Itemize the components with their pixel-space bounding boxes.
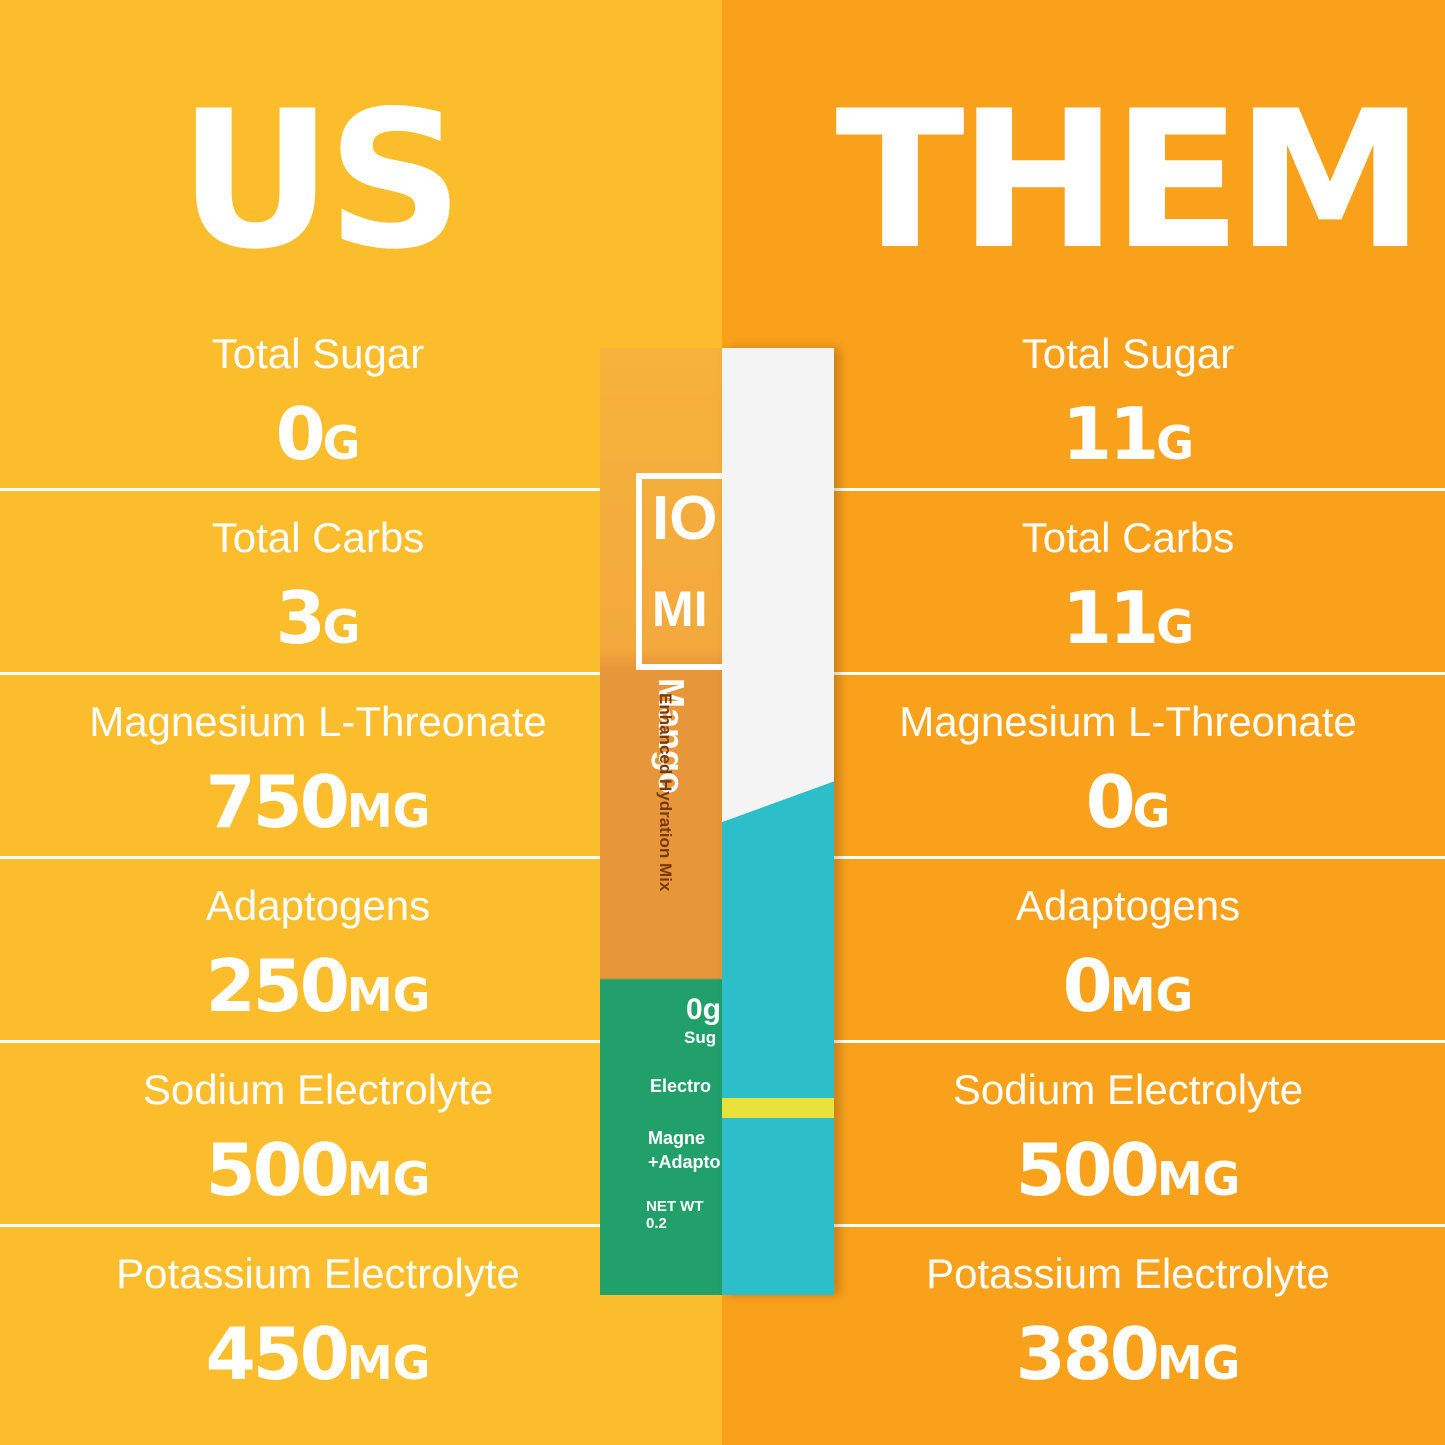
row-label: Adaptogens bbox=[1015, 882, 1241, 929]
net-weight: NET WT 0.2 bbox=[646, 1198, 704, 1232]
row-value: 11G bbox=[722, 392, 1445, 476]
row-label: Sodium Electrolyte bbox=[142, 1066, 494, 1113]
row-value: 500MG bbox=[722, 1128, 1445, 1212]
unit: MG bbox=[1156, 1336, 1241, 1390]
unit: MG bbox=[346, 784, 431, 838]
divider bbox=[830, 672, 1445, 675]
feature: Magne bbox=[648, 1128, 706, 1148]
divider bbox=[830, 856, 1445, 859]
them-title: THEM bbox=[835, 70, 1424, 291]
divider bbox=[830, 1040, 1445, 1043]
amount: 11 bbox=[1062, 576, 1159, 660]
amount: 250 bbox=[205, 944, 350, 1028]
divider bbox=[830, 488, 1445, 491]
unit: G bbox=[1132, 784, 1171, 838]
unit: MG bbox=[346, 1152, 431, 1206]
row-value: 3G bbox=[0, 576, 636, 660]
row-label: Magnesium L-Threonate bbox=[899, 698, 1357, 745]
divider bbox=[0, 856, 600, 859]
amount: 450 bbox=[205, 1312, 350, 1396]
stripe bbox=[722, 1098, 834, 1118]
row-value: 0G bbox=[0, 392, 636, 476]
row-value: 0G bbox=[722, 760, 1445, 844]
row-label: Magnesium L-Threonate bbox=[89, 698, 547, 745]
divider bbox=[0, 672, 600, 675]
row-value: 11G bbox=[722, 576, 1445, 660]
row-label: Total Sugar bbox=[211, 330, 425, 377]
amount: 500 bbox=[1015, 1128, 1160, 1212]
logo-frame bbox=[636, 473, 722, 670]
badge-label: Sug bbox=[684, 1028, 717, 1047]
amount: 0 bbox=[275, 392, 326, 476]
unit: G bbox=[1156, 416, 1194, 470]
row-label: Total Carbs bbox=[1021, 514, 1235, 561]
divider bbox=[0, 1040, 600, 1043]
packet-front: IO MI Mango Enhanced Hydration Mix 0g Su… bbox=[600, 348, 722, 1295]
amount: 0 bbox=[1085, 760, 1136, 844]
them-panel: THEM Total Sugar 11G Total Carbs 11G Magnesi… bbox=[722, 0, 1445, 1445]
subtitle: Enhanced Hydration Mix bbox=[656, 693, 675, 892]
logo-bottom: MI bbox=[652, 581, 708, 637]
unit: MG bbox=[1109, 968, 1194, 1022]
us-title: US bbox=[178, 70, 463, 291]
logo-top: IO bbox=[652, 484, 718, 553]
divider bbox=[0, 1224, 600, 1227]
row-label: Sodium Electrolyte bbox=[952, 1066, 1304, 1113]
divider bbox=[0, 488, 600, 491]
amount: 750 bbox=[205, 760, 350, 844]
unit: G bbox=[322, 600, 361, 654]
badge-amount: 0g bbox=[686, 993, 722, 1026]
divider bbox=[830, 1224, 1445, 1227]
feature: +Adapto bbox=[648, 1152, 721, 1172]
unit: MG bbox=[346, 1336, 431, 1390]
flavor: Mango bbox=[651, 678, 692, 794]
row-value: 450MG bbox=[0, 1312, 636, 1396]
amount: 11 bbox=[1062, 392, 1159, 476]
row-value: 500MG bbox=[0, 1128, 636, 1212]
amount: 3 bbox=[275, 576, 326, 660]
amount: 0 bbox=[1062, 944, 1113, 1028]
unit: MG bbox=[346, 968, 431, 1022]
row-label: Total Carbs bbox=[211, 514, 425, 561]
feature: Electro bbox=[650, 1076, 712, 1096]
unit: MG bbox=[1156, 1152, 1241, 1206]
row-label: Potassium Electrolyte bbox=[926, 1250, 1330, 1297]
row-label: Adaptogens bbox=[205, 882, 431, 929]
unit: G bbox=[322, 416, 361, 470]
row-label: Potassium Electrolyte bbox=[116, 1250, 520, 1297]
amount: 500 bbox=[205, 1128, 350, 1212]
packet-back bbox=[722, 348, 834, 1295]
row-value: 750MG bbox=[0, 760, 636, 844]
row-value: 0MG bbox=[722, 944, 1445, 1028]
row-label: Total Sugar bbox=[1021, 330, 1235, 377]
unit: G bbox=[1156, 600, 1194, 654]
row-value: 250MG bbox=[0, 944, 636, 1028]
amount: 380 bbox=[1015, 1312, 1160, 1396]
row-value: 380MG bbox=[722, 1312, 1445, 1396]
